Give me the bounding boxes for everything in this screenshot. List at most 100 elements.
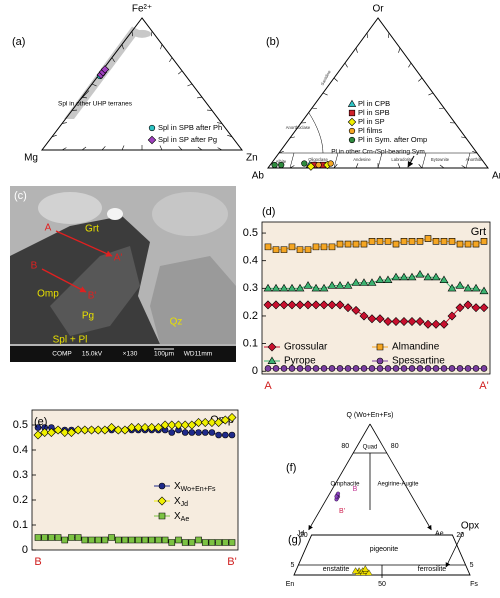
legend-marker: [349, 128, 355, 134]
marker: [169, 540, 175, 546]
sem-phase: [38, 192, 102, 224]
marker: [473, 241, 479, 247]
arrow: [446, 532, 463, 567]
field-label: Anorthoclase: [286, 125, 311, 130]
marker: [457, 365, 463, 371]
legend-label: Pl in CPB: [358, 99, 390, 108]
tick-mark: [197, 97, 202, 98]
marker: [369, 238, 375, 244]
legend-marker: [148, 136, 156, 144]
panel-label: (e): [34, 416, 47, 428]
marker: [481, 365, 487, 371]
marker: [62, 537, 68, 543]
marker: [129, 537, 135, 543]
tick-mark: [428, 93, 433, 95]
tick-label: 50: [378, 581, 386, 588]
panel-label: (f): [286, 462, 296, 474]
marker: [297, 365, 303, 371]
legend-label: Pl in SPB: [358, 108, 390, 117]
marker: [142, 537, 148, 543]
marker: [35, 535, 41, 541]
y-tick-label: 0.1: [243, 338, 258, 350]
marker: [449, 365, 455, 371]
marker: [175, 537, 181, 543]
y-tick-label: 0.3: [13, 469, 28, 481]
y-tick-label: 0: [22, 544, 28, 556]
y-tick-label: 0.2: [13, 494, 28, 506]
vertex-label: Fe²⁺: [132, 4, 152, 15]
y-tick-label: 0: [252, 365, 258, 377]
marker: [313, 365, 319, 371]
marker: [182, 540, 188, 546]
tick-mark: [179, 146, 182, 150]
vertex-label: Ab: [252, 171, 265, 182]
vertex-label: Q (Wo+En+Fs): [347, 412, 394, 419]
legend-label: Pl in SP: [358, 117, 385, 126]
legend-label: Grossular: [284, 342, 328, 353]
scale-bar-text: ×130: [123, 351, 138, 358]
marker: [281, 365, 287, 371]
marker: [89, 537, 95, 543]
legend-label: Almandine: [392, 342, 440, 353]
tick-mark: [345, 63, 348, 67]
marker: [202, 430, 208, 436]
image-label: Grt: [85, 224, 99, 235]
marker: [149, 537, 155, 543]
marker: [75, 535, 81, 541]
marker: [289, 365, 295, 371]
marker: [377, 238, 383, 244]
legend-label: Spl in SPB after Ph: [158, 123, 222, 132]
image-label: A': [114, 253, 123, 264]
marker: [229, 432, 235, 438]
y-tick-label: 0.1: [13, 519, 28, 531]
vertex-label: Zn: [246, 153, 258, 164]
tick-mark: [151, 31, 152, 36]
tick-label: 5: [470, 562, 474, 569]
marker: [209, 430, 215, 436]
tick-mark: [439, 108, 444, 109]
vertex-label: Ae: [435, 531, 444, 538]
marker: [465, 365, 471, 371]
marker: [385, 238, 391, 244]
marker: [297, 247, 303, 253]
marker: [337, 241, 343, 247]
x-tick-label: B: [34, 556, 41, 568]
marker: [328, 161, 334, 167]
marker: [196, 537, 202, 543]
marker: [222, 432, 228, 438]
marker: [401, 238, 407, 244]
image-label: Omp: [37, 289, 59, 300]
vertex-label: Or: [372, 4, 384, 15]
tick-mark: [356, 48, 357, 53]
image-label: A: [45, 223, 52, 234]
marker: [82, 537, 88, 543]
annotation: B: [353, 486, 358, 493]
marker: [68, 535, 74, 541]
sem-phase: [152, 192, 228, 236]
marker: [109, 535, 115, 541]
legend-marker: [377, 344, 383, 350]
tick-mark: [178, 71, 182, 74]
tick-mark: [419, 164, 422, 168]
field-label: enstatite: [323, 566, 350, 573]
annotation: B': [339, 508, 345, 515]
image-label: B': [88, 291, 97, 302]
scale-bar-text: WD11mm: [184, 351, 212, 358]
tick-label: 80: [391, 443, 399, 450]
marker: [417, 238, 423, 244]
legend-label: Spl in SP after Pg: [158, 135, 217, 144]
x-tick-label: B': [227, 556, 236, 568]
marker: [169, 430, 175, 436]
annotation: Pl in other Crn-/Spl-bearing Sym: [331, 149, 425, 156]
field-label: Oligoclase: [308, 157, 328, 162]
marker: [313, 244, 319, 250]
legend-marker: [348, 118, 356, 126]
tick-mark: [312, 108, 317, 109]
field-label: Quad: [363, 445, 378, 451]
image-label: Spl + Pl: [53, 335, 88, 346]
marker: [335, 495, 339, 499]
vertex-label: Mg: [24, 153, 38, 164]
marker: [95, 537, 101, 543]
panel-label: (a): [12, 36, 25, 48]
field-boundary: [309, 113, 323, 154]
